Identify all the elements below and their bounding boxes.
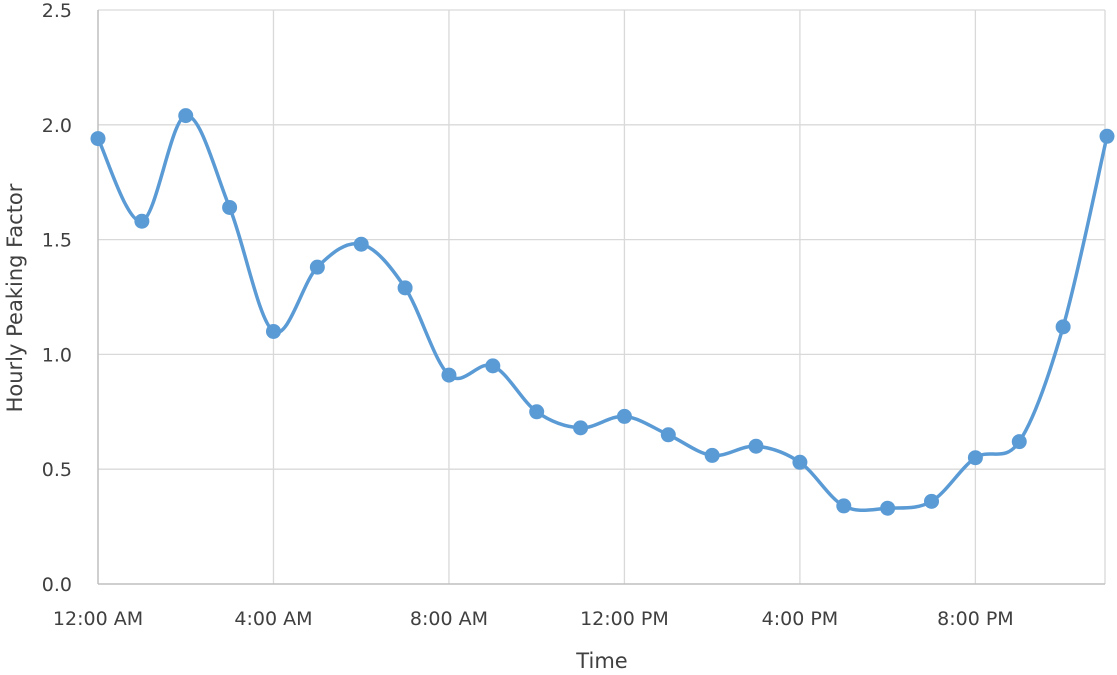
data-point: [353, 236, 369, 252]
y-tick-label: 1.0: [42, 344, 72, 366]
data-point: [573, 420, 589, 436]
data-point: [748, 438, 764, 454]
x-tick-label: 12:00 PM: [580, 608, 669, 630]
y-tick-label: 0.5: [42, 459, 72, 481]
axes: [97, 10, 1105, 585]
data-point: [134, 213, 150, 229]
y-tick-label: 2.0: [42, 115, 72, 137]
x-axis-title: Time: [575, 649, 627, 673]
y-tick-label: 1.5: [42, 230, 72, 252]
data-point: [880, 500, 896, 516]
y-tick-label: 0.0: [42, 574, 72, 596]
data-point: [222, 199, 238, 215]
x-gridlines: [272, 10, 1106, 584]
data-point: [485, 358, 501, 374]
x-tick-label: 4:00 PM: [762, 608, 839, 630]
x-tick-label: 8:00 AM: [410, 608, 488, 630]
data-point: [265, 323, 281, 339]
data-point: [616, 408, 632, 424]
data-point: [90, 131, 106, 147]
series-layer: [90, 108, 1115, 516]
y-axis-title: Hourly Peaking Factor: [3, 183, 27, 412]
data-point: [529, 404, 545, 420]
x-tick-label: 4:00 AM: [234, 608, 312, 630]
data-point: [441, 367, 457, 383]
data-point: [309, 259, 325, 275]
data-point: [397, 280, 413, 296]
data-point: [1011, 434, 1027, 450]
data-point: [704, 447, 720, 463]
y-tick-label: 2.5: [42, 0, 72, 22]
x-tick-label: 12:00 AM: [53, 608, 143, 630]
series-line: [96, 113, 1109, 512]
data-point: [660, 427, 676, 443]
data-point: [924, 493, 940, 509]
data-point: [836, 498, 852, 514]
x-tick-label: 8:00 PM: [937, 608, 1014, 630]
x-tick-labels: 12:00 AM 4:00 AM 8:00 AM 12:00 PM 4:00 PM 8:0…: [53, 608, 1014, 630]
y-gridlines: [98, 9, 1105, 470]
data-point: [1055, 319, 1071, 335]
data-point: [1099, 128, 1115, 144]
y-tick-labels: 0.0 0.5 1.0 1.5 2.0 2.5: [42, 0, 72, 596]
data-point: [967, 450, 983, 466]
data-point: [178, 108, 194, 124]
data-point: [792, 454, 808, 470]
